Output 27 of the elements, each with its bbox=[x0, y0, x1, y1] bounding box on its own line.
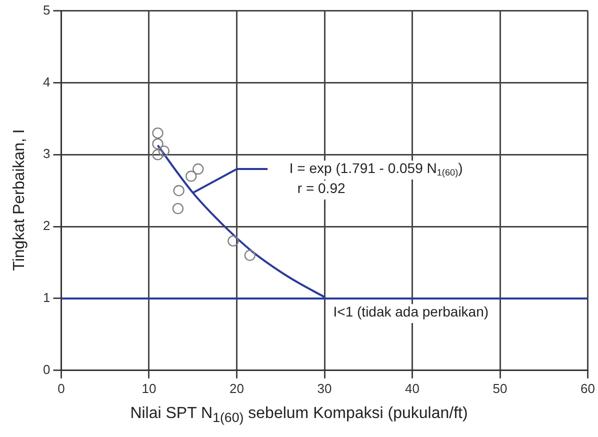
point bbox=[172, 202, 184, 214]
y-tick-label: 5 bbox=[42, 2, 50, 18]
point bbox=[152, 127, 164, 139]
x-tick-label: 20 bbox=[230, 380, 244, 396]
y-tick-label: 4 bbox=[42, 74, 50, 90]
annotation: r = 0.92 bbox=[297, 180, 346, 196]
y-tick-label: 1 bbox=[42, 290, 50, 306]
x-tick-label: 60 bbox=[580, 380, 596, 396]
x-tick-label: 0 bbox=[58, 380, 65, 396]
y-tick-label: 2 bbox=[42, 218, 50, 234]
y-tick-label: 0 bbox=[42, 362, 50, 377]
x-tick-label: 10 bbox=[142, 380, 156, 396]
point bbox=[186, 170, 197, 182]
x-tick-label: 30 bbox=[317, 380, 332, 396]
point bbox=[244, 250, 256, 261]
point bbox=[152, 149, 164, 160]
y-tick-label: 3 bbox=[42, 146, 50, 162]
ref-line-label: I<1 (tidak ada perbaikan) bbox=[333, 303, 489, 320]
point bbox=[228, 235, 239, 247]
y-axis-title: Tingkat Perbaikan, I bbox=[11, 129, 29, 271]
point bbox=[158, 145, 170, 157]
point bbox=[192, 163, 204, 175]
point bbox=[152, 138, 164, 150]
x-tick-label: 40 bbox=[405, 380, 420, 396]
x-tick-label: 50 bbox=[492, 380, 508, 396]
x-axis-title: Nilai SPT N$_{1(60)}$ sebelum Kompaksi (pukulan/ft) bbox=[129, 405, 469, 426]
point bbox=[173, 185, 184, 196]
